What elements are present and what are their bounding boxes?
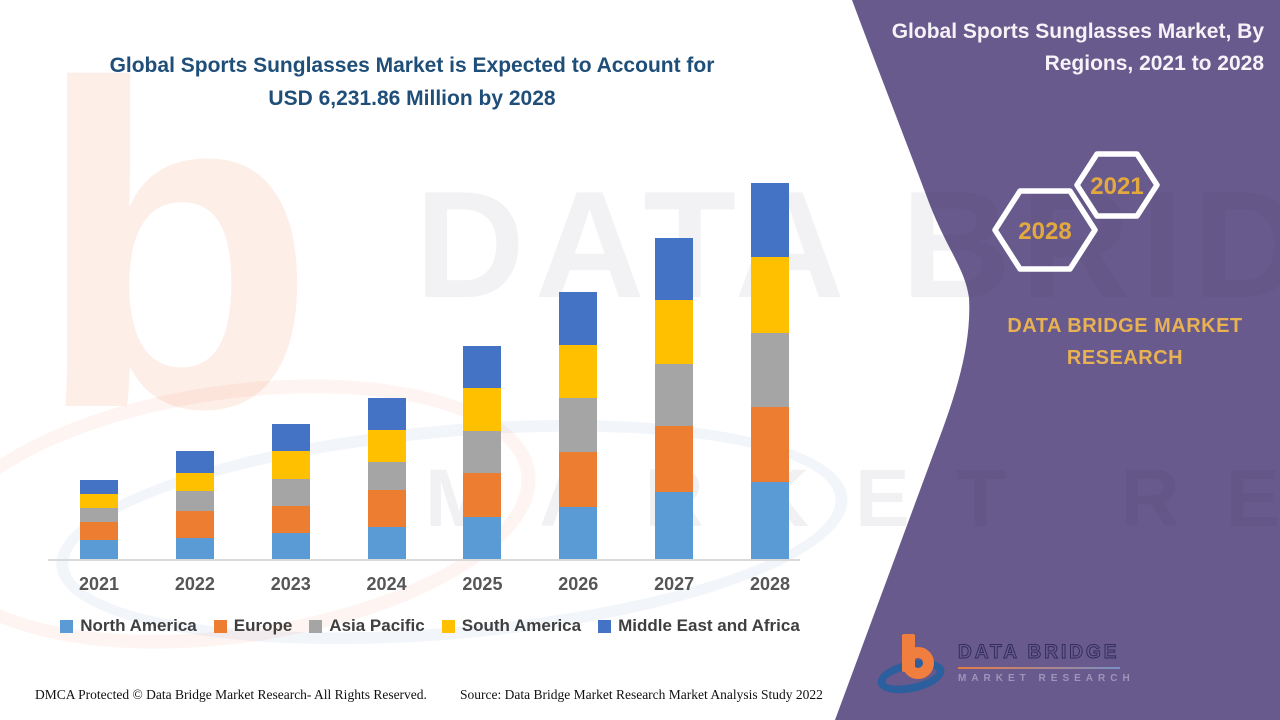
legend-label: Europe (233, 616, 293, 635)
x-axis-label-2028: 2028 (749, 574, 791, 594)
bar-segment-north-america (463, 516, 502, 559)
bar-segment-middle-east-and-africa (80, 480, 118, 494)
x-axis-label-2023: 2023 (270, 574, 311, 594)
bar-segment-middle-east-and-africa (463, 346, 502, 388)
logo-divider (958, 667, 1120, 669)
legend-label: South America (461, 616, 582, 635)
x-axis-line (48, 559, 800, 561)
bar-2021 (80, 480, 118, 559)
legend-item-middle-east-and-africa: Middle East and Africa (598, 616, 800, 636)
bar-segment-south-america (175, 472, 214, 491)
bar-segment-asia-pacific (367, 462, 406, 490)
bar-segment-south-america (559, 344, 598, 398)
bar-segment-middle-east-and-africa (751, 183, 790, 257)
hexagon-2021: 2021 (1074, 151, 1160, 219)
x-axis-label-2022: 2022 (174, 574, 215, 594)
databridge-logo-text: DATA BRIDGE MARKET RESEARCH (958, 642, 1208, 685)
legend-label: Middle East and Africa (618, 616, 800, 635)
bar-segment-asia-pacific (655, 363, 694, 426)
bar-segment-asia-pacific (559, 397, 598, 452)
hexagon-2028-label: 2028 (1018, 218, 1071, 245)
bar-segment-middle-east-and-africa (559, 292, 598, 345)
plot-area: 2021 2022 2023 2024 2025 2026 2027 2028 (48, 183, 800, 594)
panel-title: Global Sports Sunglasses Market, By Regi… (891, 20, 1264, 75)
bar-2027 (655, 237, 694, 559)
bar-segment-south-america (271, 450, 310, 479)
legend-item-europe: Europe (213, 616, 293, 636)
chart-legend: North America Europe Asia Pacific South Ame… (20, 616, 840, 636)
bar-segment-north-america (559, 506, 598, 559)
x-axis-label-2026: 2026 (558, 574, 599, 594)
legend-item-south-america: South America (441, 616, 582, 636)
bar-segment-south-america (80, 494, 118, 508)
dmca-notice: DMCA Protected © Data Bridge Market Rese… (35, 687, 427, 702)
bar-2024 (367, 398, 406, 559)
hexagon-2021-label: 2021 (1090, 173, 1143, 200)
bar-segment-north-america (80, 539, 118, 559)
legend-swatch (309, 619, 323, 633)
bar-segment-europe (751, 406, 790, 482)
bar-segment-europe (271, 505, 310, 533)
logo-b-loop (902, 647, 934, 679)
logo-title: DATA BRIDGE (958, 642, 1120, 664)
bar-segment-north-america (751, 481, 790, 559)
bar-segment-north-america (655, 491, 694, 559)
logo-subtitle: MARKET RESEARCH (958, 673, 1135, 684)
databridge-logo: DATA BRIDGE MARKET RESEARCH (874, 632, 1210, 704)
bar-segment-asia-pacific (751, 332, 790, 407)
bar-segment-europe (175, 510, 214, 538)
bar-segment-asia-pacific (271, 478, 310, 506)
databridge-logo-icon (874, 634, 952, 700)
hexagon-2028: 2028 (992, 188, 1098, 272)
bar-segment-europe (655, 425, 694, 492)
bar-segment-europe (80, 521, 118, 540)
bar-segment-europe (559, 451, 598, 507)
bar-segment-middle-east-and-africa (175, 450, 214, 473)
bar-segment-south-america (655, 299, 694, 364)
chart-title-line1: Global Sports Sunglasses Market is Expec… (109, 54, 715, 77)
legend-swatch (441, 619, 455, 633)
legend-label: North America (80, 616, 197, 635)
bar-segment-asia-pacific (80, 507, 118, 522)
bar-segment-north-america (367, 526, 406, 559)
bar-segment-asia-pacific (463, 431, 502, 473)
bar-2026 (559, 292, 598, 559)
x-axis-label-2027: 2027 (654, 574, 695, 594)
legend-item-north-america: North America (60, 616, 197, 636)
hexagon-year-badges: 2021 2028 (992, 151, 1160, 272)
brand-name: DATA BRIDGE MARKET RESEARCH (975, 310, 1275, 374)
source-note: Source: Data Bridge Market Research Mark… (460, 687, 823, 702)
bar-2028 (751, 183, 790, 559)
bar-segment-north-america (175, 537, 214, 559)
brand-name-line2: RESEARCH (1066, 347, 1184, 369)
chart-title: Global Sports Sunglasses Market is Expec… (60, 50, 764, 115)
bar-segment-south-america (367, 430, 406, 463)
legend-label: Asia Pacific (329, 616, 425, 635)
chart-title-line2: USD 6,231.86 Million by 2028 (268, 86, 556, 110)
bar-2025 (463, 346, 502, 559)
legend-swatch (598, 619, 612, 633)
bar-segment-europe (367, 490, 406, 527)
x-axis-label-2025: 2025 (462, 574, 503, 594)
bar-segment-south-america (751, 256, 790, 333)
legend-swatch (60, 619, 74, 633)
bar-2023 (271, 423, 310, 559)
bar-segment-middle-east-and-africa (367, 398, 406, 431)
bar-segment-europe (463, 473, 502, 517)
bar-segment-north-america (271, 532, 310, 559)
x-axis-label-2024: 2024 (366, 574, 407, 594)
bar-segment-middle-east-and-africa (655, 237, 694, 300)
bar-segment-asia-pacific (175, 490, 214, 511)
legend-swatch (213, 619, 227, 633)
bar-segment-middle-east-and-africa (271, 423, 310, 451)
legend-item-asia-pacific: Asia Pacific (309, 616, 425, 636)
x-axis-label-2021: 2021 (78, 574, 120, 594)
brand-name-line1: DATA BRIDGE MARKET (1007, 315, 1243, 337)
bar-2022 (175, 450, 214, 559)
bar-segment-south-america (463, 388, 502, 432)
